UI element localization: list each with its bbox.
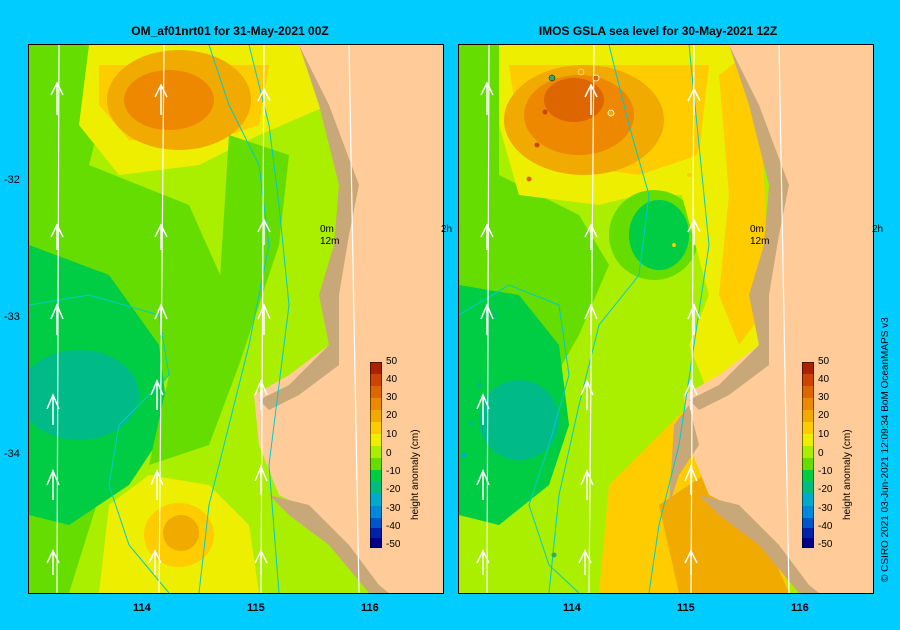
left-panel-title: OM_af01nrt01 for 31-May-2021 00Z (131, 24, 329, 38)
right-x-tick-115: 115 (677, 602, 695, 614)
left-map-panel (28, 44, 444, 594)
left-map-svg (29, 45, 443, 593)
right-cbar-m50: -50 (818, 539, 833, 550)
right-cbar-m20: -20 (818, 484, 833, 495)
right-cbar-m40: -40 (818, 521, 833, 532)
left-x-tick-115: 115 (247, 602, 265, 614)
y-tick-32: -32 (4, 174, 20, 186)
right-panel-title: IMOS GSLA sea level for 30-May-2021 12Z (538, 24, 778, 38)
right-depth-bottom: 12m (750, 236, 770, 247)
right-cbar-20: 20 (818, 410, 830, 421)
y-tick-34: -34 (4, 448, 20, 460)
right-cbar-10: 10 (818, 429, 830, 440)
right-cbar-m30: -30 (818, 503, 833, 514)
left-x-tick-114: 114 (133, 602, 151, 614)
credit-text: © CSIRO 2021 03-Jun-2021 12:09:34 BoM Oc… (880, 317, 891, 582)
vessel-tracks (56, 45, 360, 593)
left-cbar-30: 30 (386, 392, 398, 403)
left-cbar-20: 20 (386, 410, 398, 421)
right-current-arrows (476, 81, 701, 575)
left-cbar-title: height anomaly (cm) (410, 429, 421, 520)
right-cbar-30: 30 (818, 392, 830, 403)
left-cbar-10: 10 (386, 429, 398, 440)
left-cbar-0: 0 (386, 448, 392, 459)
right-depth-top: 0m (750, 224, 764, 235)
right-cbar-title: height anomaly (cm) (842, 429, 853, 520)
y-tick-33: -33 (4, 311, 20, 323)
right-cbar-m10: -10 (818, 466, 833, 477)
left-cbar-m10: -10 (386, 466, 401, 477)
left-cbar-m20: -20 (386, 484, 401, 495)
right-cbar-50: 50 (818, 356, 830, 367)
left-cbar-40: 40 (386, 374, 398, 385)
center-hour-label: 2h (441, 224, 453, 235)
left-cbar-50: 50 (386, 356, 398, 367)
right-x-tick-114: 114 (563, 602, 581, 614)
right-hour-label: 2h (872, 224, 884, 235)
left-depth-bottom: 12m (320, 236, 340, 247)
right-cbar-0: 0 (818, 448, 824, 459)
right-colorbar (801, 361, 815, 549)
right-map-panel (458, 44, 874, 594)
left-cbar-m40: -40 (386, 521, 401, 532)
right-cbar-40: 40 (818, 374, 830, 385)
left-colorbar (369, 361, 383, 549)
right-map-svg (459, 45, 873, 593)
left-cbar-m50: -50 (386, 539, 401, 550)
right-x-tick-116: 116 (791, 602, 809, 614)
current-arrows (46, 81, 271, 575)
left-depth-top: 0m (320, 224, 334, 235)
left-x-tick-116: 116 (361, 602, 379, 614)
left-cbar-m30: -30 (386, 503, 401, 514)
observation-points (461, 68, 691, 558)
